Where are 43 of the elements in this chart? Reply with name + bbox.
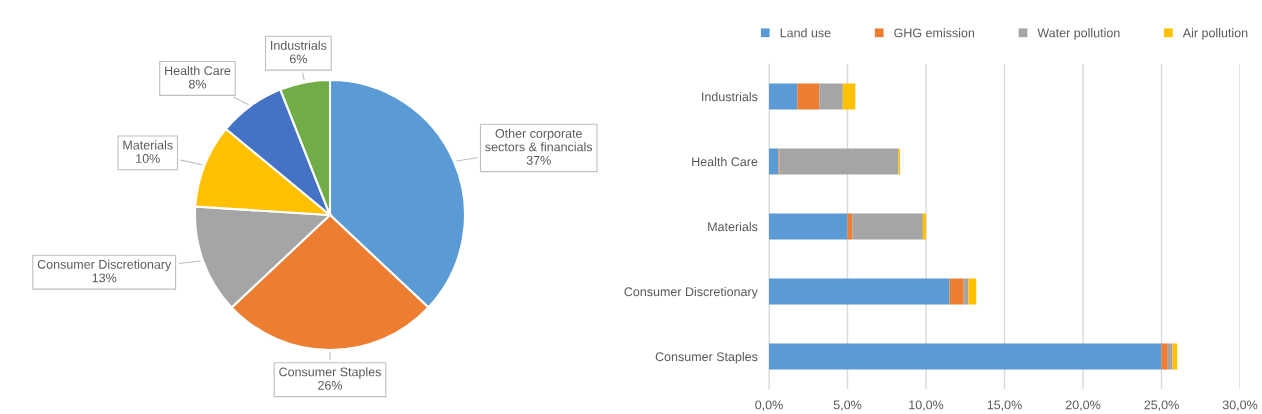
- bar: [769, 278, 950, 305]
- legend-label: Air pollution: [1182, 28, 1248, 40]
- y-tick-label: Consumer Staples: [655, 351, 758, 364]
- slice-label: Materials: [123, 140, 173, 150]
- bar: [968, 278, 977, 305]
- slice-label: Industrials: [271, 40, 327, 50]
- slice-label: Other corporate sectors & financials: [485, 128, 593, 152]
- y-tick-label: Health Care: [692, 156, 758, 167]
- bar: [852, 213, 923, 240]
- x-tick-label: 0,0%: [755, 400, 783, 411]
- legend-label: Land use: [780, 28, 831, 38]
- slice-label: Health Care: [165, 65, 231, 76]
- x-tick-label: 10,0%: [909, 400, 944, 411]
- legend-label: Water pollution: [1037, 28, 1120, 40]
- bar: [769, 148, 779, 175]
- y-tick-label: Industrials: [702, 91, 758, 102]
- bar: [842, 83, 856, 110]
- bar: [949, 278, 964, 305]
- bar: [797, 83, 820, 110]
- slice-label: Consumer Discretionary: [37, 259, 172, 272]
- x-tick-label: 25,0%: [1144, 400, 1179, 411]
- bar: [769, 83, 798, 110]
- bar: [779, 148, 899, 175]
- bar: [769, 343, 1162, 370]
- data-label: 8%: [188, 79, 207, 89]
- y-tick-label: Materials: [708, 221, 758, 232]
- data-label: 6%: [289, 54, 307, 64]
- legend-label: GHG emission: [894, 28, 975, 38]
- data-label: 26%: [318, 380, 343, 390]
- bar: [1161, 343, 1168, 370]
- data-label: 37%: [526, 155, 551, 165]
- bar: [819, 83, 843, 110]
- x-tick-label: 20,0%: [1065, 400, 1101, 411]
- slice-label: Consumer Staples: [279, 367, 381, 379]
- data-label: 13%: [92, 273, 117, 283]
- bar: [769, 213, 848, 240]
- y-tick-label: Consumer Discretionary: [624, 286, 758, 299]
- bar: [922, 213, 926, 240]
- data-label: 10%: [136, 154, 160, 163]
- x-tick-label: 30,0%: [1222, 400, 1258, 411]
- x-tick-label: 15,0%: [987, 400, 1022, 411]
- x-tick-label: 5,0%: [833, 400, 862, 411]
- bar: [1172, 343, 1178, 370]
